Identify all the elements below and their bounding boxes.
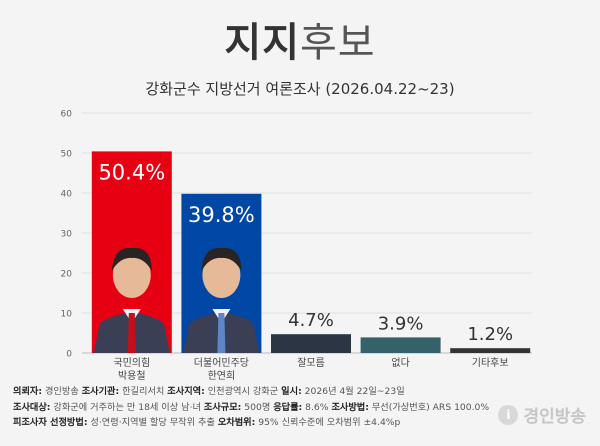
title-part1: 지지	[224, 20, 300, 66]
x-tick-label: 없다	[391, 356, 409, 369]
candidate-portrait-icon	[93, 247, 170, 353]
survey-info-label: 오차범위:	[217, 417, 256, 428]
data-label: 3.9%	[378, 313, 424, 334]
logo-mark-icon: i	[498, 404, 519, 425]
x-tick-label: 기타후보	[472, 357, 509, 369]
bar	[450, 348, 531, 353]
survey-info-value: 95% 신뢰수준에 오차범위 ±4.4%p	[255, 417, 401, 428]
title-part2: 후보	[300, 20, 376, 66]
survey-info-label: 조사대상:	[13, 401, 51, 413]
survey-info-line-1: 의뢰자: 경인방송 조사기관: 한길리서치 조사지역: 인천광역시 강화군 일시…	[13, 384, 588, 400]
x-tick-label: 국민의힘 박용철	[113, 357, 150, 382]
survey-info-value: 강화군에 거주하는 만 18세 이상 남·녀	[50, 401, 204, 413]
candidate-portrait-icon	[183, 247, 260, 353]
y-tick-label: 30	[61, 230, 73, 240]
chart-subtitle: 강화군수 지방선거 여론조사 (2026.04.22~23)	[145, 80, 455, 98]
survey-info-label: 일시:	[281, 386, 302, 397]
y-tick-label: 60	[61, 110, 73, 120]
y-tick-label: 20	[61, 270, 73, 280]
survey-info-value: 무선(가상번호) ARS 100.0%	[368, 401, 490, 413]
logo-name: 경인방송	[523, 407, 586, 427]
broadcaster-logo: i 경인방송	[498, 402, 586, 427]
survey-info-value: 경인방송	[42, 386, 82, 397]
data-label: 1.2%	[467, 324, 513, 345]
data-label: 50.4%	[98, 160, 165, 184]
bar	[360, 337, 441, 353]
survey-info-value: 2026년 4월 22일~23일	[301, 386, 405, 397]
y-tick-label: 10	[61, 310, 73, 320]
survey-info-label: 조사지역:	[167, 386, 205, 397]
y-tick-label: 0	[66, 350, 72, 360]
data-label: 4.7%	[288, 310, 334, 331]
survey-info-label: 응답률:	[273, 401, 303, 413]
data-label: 39.8%	[188, 203, 255, 227]
survey-info-line-3: 피조사자 선정방법: 성·연령·지역별 할당 무작위 추출 오차범위: 95% …	[13, 415, 588, 431]
x-tick-label: 더불어민주당 한연희	[194, 357, 249, 382]
y-tick-label: 40	[61, 190, 73, 200]
survey-info-value: 500명	[241, 401, 274, 413]
survey-info-line-2: 조사대상: 강화군에 거주하는 만 18세 이상 남·녀 조사규모: 500명 …	[13, 400, 588, 416]
survey-info-label: 조사기관:	[81, 386, 120, 397]
survey-info-label: 조사방법:	[331, 401, 369, 413]
survey-info: 의뢰자: 경인방송 조사기관: 한길리서치 조사지역: 인천광역시 강화군 일시…	[13, 384, 588, 431]
x-tick-label: 잘모름	[297, 357, 325, 369]
chart-title: 지지후보	[0, 10, 600, 68]
y-tick-label: 50	[61, 150, 73, 160]
survey-info-label: 의뢰자:	[13, 386, 43, 397]
survey-info-value: 한길리서치	[119, 386, 168, 397]
survey-info-label: 피조사자 선정방법:	[13, 417, 88, 428]
survey-info-value: 성·연령·지역별 할당 무작위 추출	[87, 417, 218, 428]
survey-info-value: 인천광역시 강화군	[204, 386, 282, 397]
survey-info-value: 8.6%	[302, 401, 332, 413]
survey-info-label: 조사규모:	[203, 401, 242, 413]
bar	[271, 334, 351, 353]
